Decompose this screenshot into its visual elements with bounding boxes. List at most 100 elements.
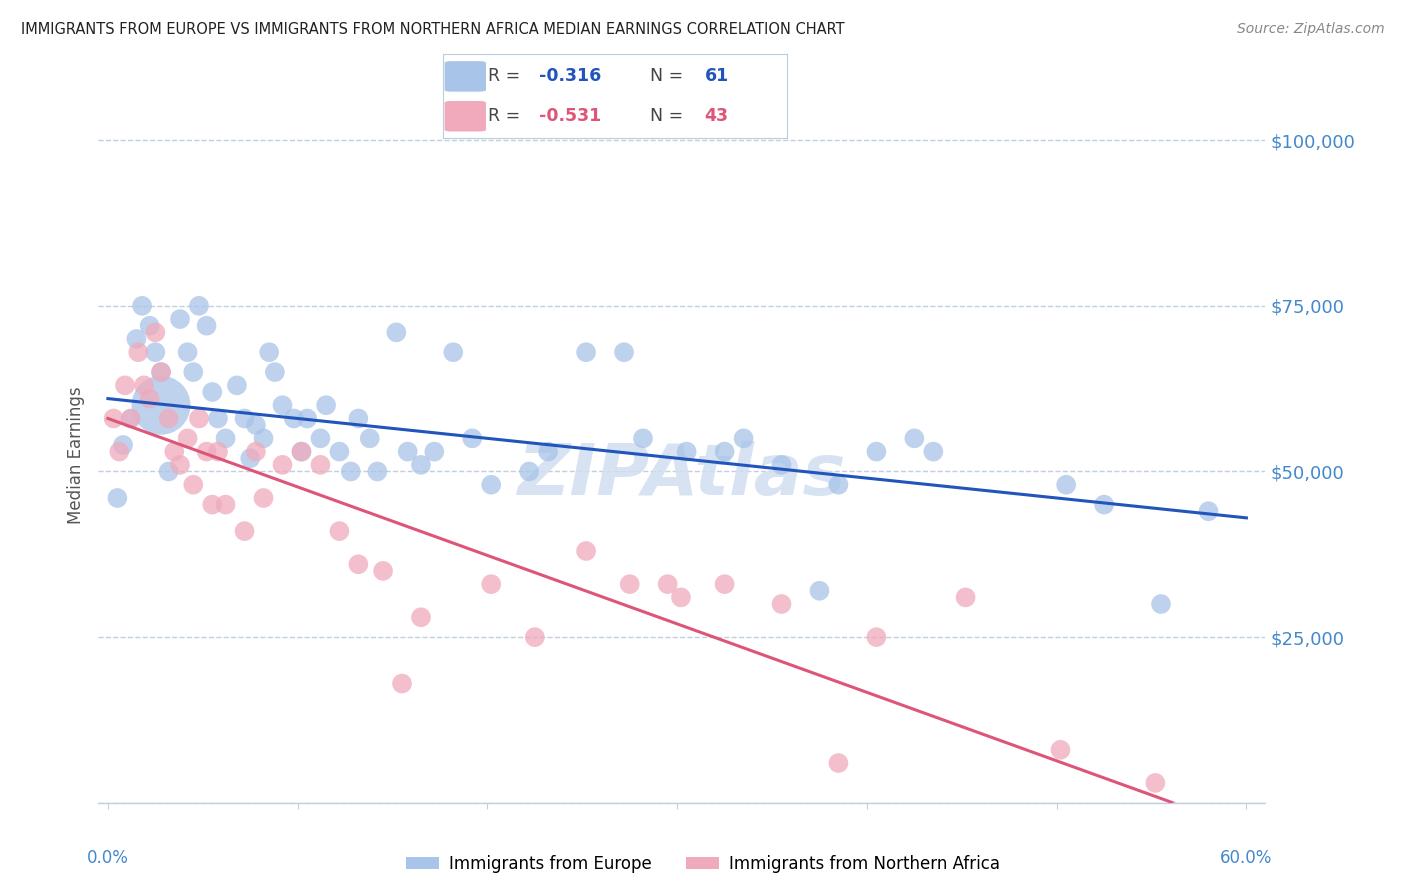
Point: [114, 378, 136, 392]
Point: [233, 411, 256, 425]
Point: [441, 345, 464, 359]
FancyBboxPatch shape: [444, 62, 486, 92]
Point: [371, 564, 394, 578]
Point: [195, 318, 218, 333]
Point: [143, 345, 166, 359]
Point: [575, 544, 598, 558]
Point: [120, 411, 142, 425]
Point: [207, 411, 229, 425]
Point: [176, 345, 198, 359]
Point: [239, 451, 262, 466]
Point: [669, 591, 692, 605]
Point: [252, 491, 274, 505]
Point: [865, 630, 887, 644]
Point: [409, 610, 432, 624]
Point: [1049, 743, 1071, 757]
Point: [214, 431, 236, 445]
Point: [112, 438, 135, 452]
Point: [631, 431, 654, 445]
Point: [675, 444, 697, 458]
Point: [537, 444, 560, 458]
Point: [517, 465, 540, 479]
Point: [713, 577, 735, 591]
Point: [150, 398, 173, 412]
Point: [105, 491, 128, 505]
Point: [132, 378, 155, 392]
Point: [903, 431, 925, 445]
Point: [347, 411, 370, 425]
Point: [391, 676, 413, 690]
Point: [150, 365, 173, 379]
Point: [125, 332, 148, 346]
Point: [120, 411, 142, 425]
Point: [479, 577, 502, 591]
Point: [257, 345, 280, 359]
Point: [359, 431, 381, 445]
Point: [315, 398, 337, 412]
Point: [226, 378, 249, 392]
Point: [479, 477, 502, 491]
Text: R =: R =: [488, 68, 526, 86]
Point: [1092, 498, 1115, 512]
Point: [245, 444, 267, 458]
Point: [808, 583, 831, 598]
Point: [827, 756, 849, 770]
Point: [150, 365, 173, 379]
Point: [1198, 504, 1220, 518]
Point: [103, 411, 125, 425]
Point: [283, 411, 305, 425]
Point: [195, 444, 218, 458]
Point: [138, 392, 160, 406]
Point: [169, 312, 191, 326]
Text: Source: ZipAtlas.com: Source: ZipAtlas.com: [1237, 22, 1385, 37]
Point: [264, 365, 287, 379]
Point: [295, 411, 318, 425]
Point: [328, 444, 350, 458]
Legend: Immigrants from Europe, Immigrants from Northern Africa: Immigrants from Europe, Immigrants from …: [399, 848, 1007, 880]
Point: [188, 411, 211, 425]
Text: 60.0%: 60.0%: [1220, 849, 1272, 867]
Point: [127, 345, 149, 359]
Point: [619, 577, 641, 591]
Point: [176, 431, 198, 445]
Point: [1150, 597, 1173, 611]
Point: [181, 477, 204, 491]
Point: [233, 524, 256, 538]
Y-axis label: Median Earnings: Median Earnings: [67, 386, 86, 524]
Point: [143, 326, 166, 340]
Point: [138, 318, 160, 333]
Point: [271, 398, 294, 412]
Point: [613, 345, 636, 359]
Point: [366, 465, 388, 479]
Point: [328, 524, 350, 538]
Point: [201, 384, 224, 399]
Text: IMMIGRANTS FROM EUROPE VS IMMIGRANTS FROM NORTHERN AFRICA MEDIAN EARNINGS CORREL: IMMIGRANTS FROM EUROPE VS IMMIGRANTS FRO…: [21, 22, 845, 37]
Text: 61: 61: [704, 68, 728, 86]
Text: 43: 43: [704, 107, 728, 125]
Point: [339, 465, 361, 479]
Text: -0.316: -0.316: [540, 68, 602, 86]
Point: [290, 444, 312, 458]
Point: [245, 418, 267, 433]
Point: [713, 444, 735, 458]
Point: [827, 477, 849, 491]
Text: N =: N =: [650, 107, 689, 125]
Point: [108, 444, 131, 458]
Point: [770, 597, 793, 611]
Point: [409, 458, 432, 472]
Text: -0.531: -0.531: [540, 107, 602, 125]
Point: [201, 498, 224, 512]
Point: [157, 411, 180, 425]
Point: [207, 444, 229, 458]
Point: [423, 444, 446, 458]
Point: [385, 326, 408, 340]
Point: [252, 431, 274, 445]
Point: [461, 431, 484, 445]
Point: [309, 431, 332, 445]
Point: [214, 498, 236, 512]
Point: [1054, 477, 1077, 491]
Point: [188, 299, 211, 313]
Point: [309, 458, 332, 472]
Point: [770, 458, 793, 472]
Point: [131, 299, 153, 313]
